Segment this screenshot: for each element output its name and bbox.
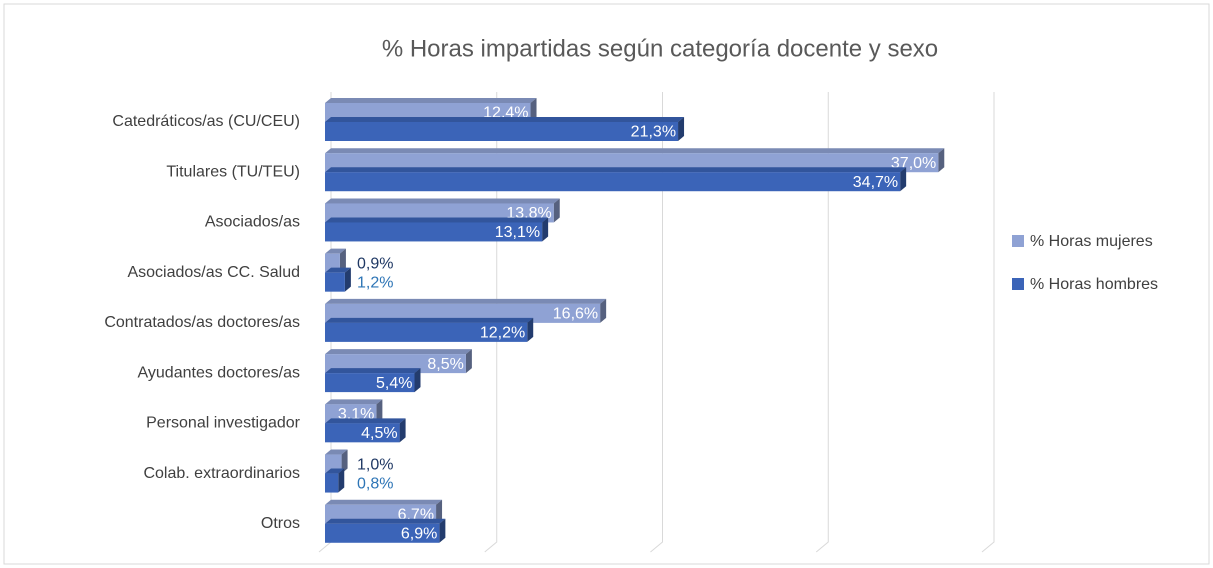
bar-top: [325, 368, 421, 374]
bar-side: [542, 217, 549, 242]
value-label: 0,9%: [357, 255, 393, 272]
bar-top: [325, 399, 383, 405]
value-label: 13,1%: [495, 224, 540, 241]
bar-top: [325, 449, 348, 455]
bar-side: [678, 117, 685, 141]
bar: [325, 222, 543, 242]
bar-top: [325, 198, 560, 204]
bar-top: [325, 248, 346, 254]
bar-side: [399, 418, 406, 443]
bar-top: [325, 148, 945, 154]
grid-line: [484, 92, 498, 553]
bar-top: [325, 518, 446, 524]
bar: [325, 523, 440, 543]
value-label: 1,2%: [357, 274, 393, 291]
bar-side: [338, 468, 345, 493]
legend-label: % Horas hombres: [1030, 276, 1158, 293]
bar-top: [325, 468, 345, 474]
bar-side: [436, 499, 443, 524]
bar-side: [530, 98, 537, 122]
value-label: 8,5%: [427, 356, 463, 373]
bar-side: [900, 167, 907, 192]
chart-title: % Horas impartidas según categoría docen…: [382, 35, 938, 62]
y-tick-label: Contratados/as doctores/as: [104, 314, 300, 331]
bar-side: [553, 198, 560, 223]
value-label: 0,8%: [357, 475, 393, 492]
bar-top: [325, 499, 443, 505]
bar-top: [325, 298, 607, 304]
grid-line: [815, 92, 829, 553]
bar: [325, 172, 901, 192]
legend-label: % Horas mujeres: [1030, 233, 1153, 250]
bar-top: [325, 117, 685, 122]
bar: [325, 272, 345, 292]
bar-top: [325, 98, 537, 103]
value-label: 16,6%: [553, 306, 598, 323]
bar: [325, 322, 528, 342]
legend-swatch: [1012, 235, 1024, 247]
grid-line: [650, 92, 663, 553]
bar-top: [325, 418, 406, 424]
bar-side: [339, 248, 346, 273]
bar: [325, 473, 339, 493]
legend-swatch: [1012, 278, 1024, 290]
bar-top: [325, 349, 472, 355]
y-tick-label: Titulares (TU/TEU): [166, 163, 300, 180]
value-label: 21,3%: [631, 124, 676, 141]
y-tick-label: Ayudantes doctores/as: [138, 364, 300, 381]
value-label: 34,7%: [853, 174, 898, 191]
bar-side: [439, 518, 446, 543]
y-tick-label: Otros: [261, 515, 300, 532]
bar: [325, 423, 400, 443]
bar-top: [325, 167, 907, 173]
bar-side: [341, 449, 348, 474]
value-label: 5,4%: [376, 375, 412, 392]
bar-top: [325, 267, 351, 273]
y-tick-label: Asociados/as: [205, 214, 300, 231]
y-tick-label: Personal investigador: [146, 415, 301, 432]
bar: [325, 122, 679, 141]
bar-top: [325, 217, 549, 223]
y-tick-label: Catedráticos/as (CU/CEU): [112, 113, 300, 130]
bar-side: [344, 267, 351, 292]
value-label: 12,2%: [480, 325, 525, 342]
bar-side: [938, 148, 945, 173]
bar-side: [600, 298, 607, 323]
value-label: 6,9%: [401, 525, 437, 542]
bar-side: [414, 368, 421, 393]
bar-side: [376, 399, 383, 424]
chart-border: [3, 3, 1210, 565]
bar-side: [527, 317, 534, 342]
y-tick-label: Asociados/as CC. Salud: [127, 264, 300, 281]
grid-line: [981, 92, 995, 553]
value-label: 4,5%: [361, 425, 397, 442]
bar: [325, 373, 415, 393]
bar-side: [465, 349, 472, 374]
value-label: 1,0%: [357, 456, 393, 473]
bar-top: [325, 317, 534, 323]
y-tick-label: Colab. extraordinarios: [143, 465, 300, 482]
